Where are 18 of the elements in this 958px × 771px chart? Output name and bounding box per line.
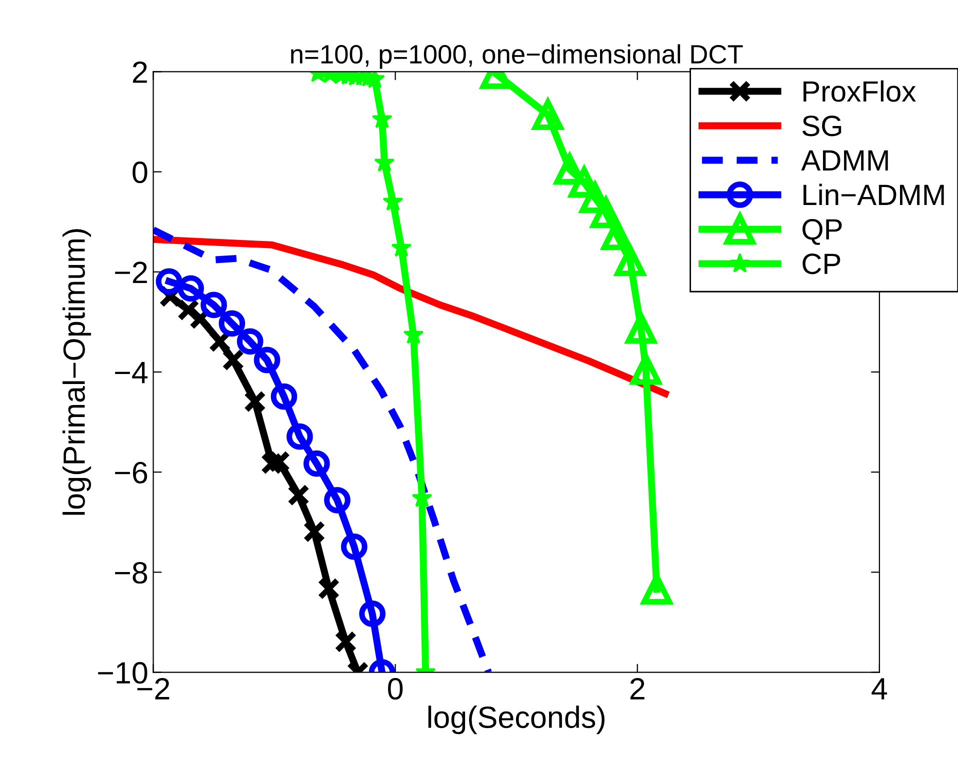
- y-tick-label: −8: [115, 562, 148, 584]
- x-tick-label: 2: [630, 678, 644, 700]
- legend-label: QP: [802, 219, 842, 245]
- legend-label: SG: [802, 116, 842, 136]
- x-axis-title: log(Seconds): [428, 706, 604, 734]
- legend-label: Lin−ADMM: [804, 184, 944, 205]
- x-tick-label: 4: [872, 678, 888, 700]
- y-tick-label: 0: [132, 162, 148, 184]
- legend-label: CP: [802, 254, 840, 274]
- chart-title: n=100, p=1000, one−dimensional DCT: [291, 44, 743, 69]
- x-tick-label: 0: [388, 678, 403, 700]
- y-axis-title: log(Primal−Optimum): [62, 229, 92, 515]
- y-tick-label: −6: [115, 462, 148, 484]
- y-tick-label: −2: [115, 262, 147, 283]
- legend-label: ADMM: [801, 150, 888, 170]
- y-tick-label: −4: [115, 362, 148, 384]
- y-tick-label: 2: [132, 61, 147, 83]
- legend-label: ProxFlox: [804, 80, 916, 102]
